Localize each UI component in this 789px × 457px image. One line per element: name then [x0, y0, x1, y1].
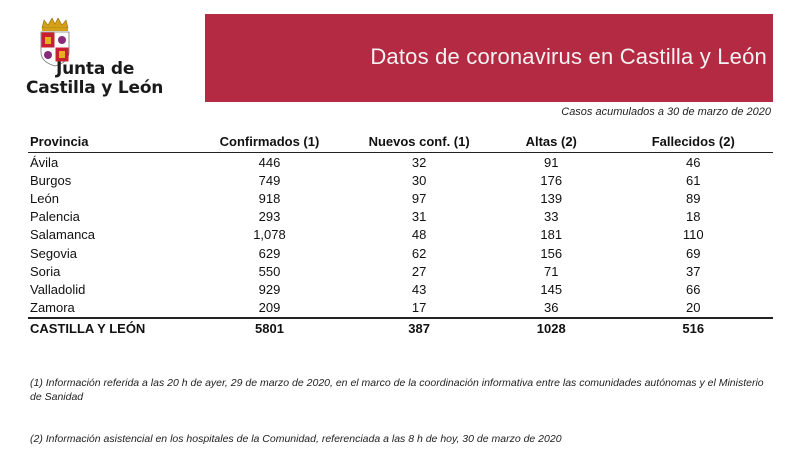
footnote-1: (1) Información referida a las 20 h de a…: [30, 377, 764, 403]
cell-nuevos: 97: [411, 190, 427, 206]
subtitle: Casos acumulados a 30 de marzo de 2020: [561, 106, 771, 118]
cell-provincia: Burgos: [30, 172, 72, 188]
cell-confirmados: 209: [258, 300, 281, 316]
cell-nuevos: 62: [411, 245, 427, 261]
title-banner: Datos de coronavirus en Castilla y León: [205, 14, 773, 102]
cell-provincia: León: [30, 190, 59, 206]
header-fallecidos: Fallecidos (2): [651, 133, 735, 149]
cell-altas: 145: [540, 281, 563, 297]
cell-fallecidos: 89: [686, 190, 701, 206]
cell-provincia: Segovia: [30, 245, 77, 261]
cell-altas: 139: [540, 190, 563, 206]
cell-nuevos: 31: [411, 209, 427, 225]
cell-fallecidos: 110: [682, 227, 704, 243]
cell-confirmados: 446: [258, 154, 281, 170]
cell-fallecidos: 18: [686, 209, 701, 225]
cell-altas: 156: [540, 245, 563, 261]
cell-fallecidos: 61: [686, 172, 701, 188]
logo-line1: Junta de: [56, 59, 135, 79]
cell-altas: 176: [540, 172, 563, 188]
cell-confirmados: 929: [258, 281, 281, 297]
cell-confirmados: 550: [258, 263, 281, 279]
cell-nuevos: 32: [411, 154, 427, 170]
cell-nuevos: 17: [411, 300, 427, 316]
cell-fallecidos: 66: [686, 281, 701, 297]
total-nuevos: 387: [408, 320, 430, 336]
cell-fallecidos: 46: [686, 154, 701, 170]
total-fallecidos: 516: [682, 320, 705, 336]
junta-logo: Junta de Castilla y León: [24, 16, 174, 100]
header-confirmados: Confirmados (1): [219, 133, 320, 149]
header-altas: Altas (2): [525, 133, 577, 149]
cell-altas: 181: [540, 227, 563, 243]
cell-confirmados: 918: [258, 190, 281, 206]
cell-fallecidos: 20: [686, 300, 701, 316]
cell-altas: 33: [544, 209, 559, 225]
cell-fallecidos: 37: [686, 263, 701, 279]
total-altas: 1028: [536, 320, 566, 336]
cell-nuevos: 27: [411, 263, 427, 279]
cell-altas: 91: [544, 154, 559, 170]
total-row: CASTILLA Y LEÓN 5801 387 1028 516: [28, 317, 773, 338]
table-row: Salamanca 1,078 48 181 110: [28, 226, 773, 244]
banner-title: Datos de coronavirus en Castilla y León: [370, 44, 767, 69]
cell-nuevos: 43: [411, 281, 427, 297]
table-row: Palencia 293 31 33 18: [28, 208, 773, 226]
table-row: Zamora 209 17 36 20: [28, 299, 773, 318]
coat-of-arms-icon: [40, 17, 70, 67]
table-row: Valladolid 929 43 145 66: [28, 280, 773, 298]
footnote-2: (2) Información asistencial en los hospi…: [30, 433, 562, 445]
table-row: León 918 97 139 89: [28, 189, 773, 207]
logo-line2: Castilla y León: [26, 78, 164, 98]
cell-confirmados: 1,078: [253, 227, 286, 243]
cell-provincia: Palencia: [30, 209, 80, 225]
cell-provincia: Zamora: [30, 300, 75, 316]
cell-confirmados: 293: [258, 209, 281, 225]
cell-provincia: Valladolid: [30, 281, 86, 297]
cell-provincia: Salamanca: [30, 227, 96, 243]
table-header-row: Provincia Confirmados (1) Nuevos conf. (…: [28, 130, 773, 153]
cell-confirmados: 629: [258, 245, 281, 261]
table-row: Segovia 629 62 156 69: [28, 244, 773, 262]
cell-provincia: Soria: [30, 263, 61, 279]
total-label: CASTILLA Y LEÓN: [30, 320, 146, 336]
table-row: Burgos 749 30 176 61: [28, 171, 773, 189]
cell-altas: 71: [544, 263, 559, 279]
cell-fallecidos: 69: [686, 245, 701, 261]
table-row: Ávila 446 32 91 46: [28, 153, 773, 172]
cell-confirmados: 749: [258, 172, 281, 188]
total-confirmados: 5801: [255, 320, 284, 336]
cell-provincia: Ávila: [30, 154, 59, 170]
cell-nuevos: 48: [411, 227, 427, 243]
table-row: Soria 550 27 71 37: [28, 262, 773, 280]
cell-altas: 36: [544, 300, 559, 316]
header-provincia: Provincia: [30, 133, 89, 149]
cases-table: Provincia Confirmados (1) Nuevos conf. (…: [28, 130, 773, 338]
header-nuevos: Nuevos conf. (1): [368, 133, 470, 149]
cell-nuevos: 30: [411, 172, 427, 188]
